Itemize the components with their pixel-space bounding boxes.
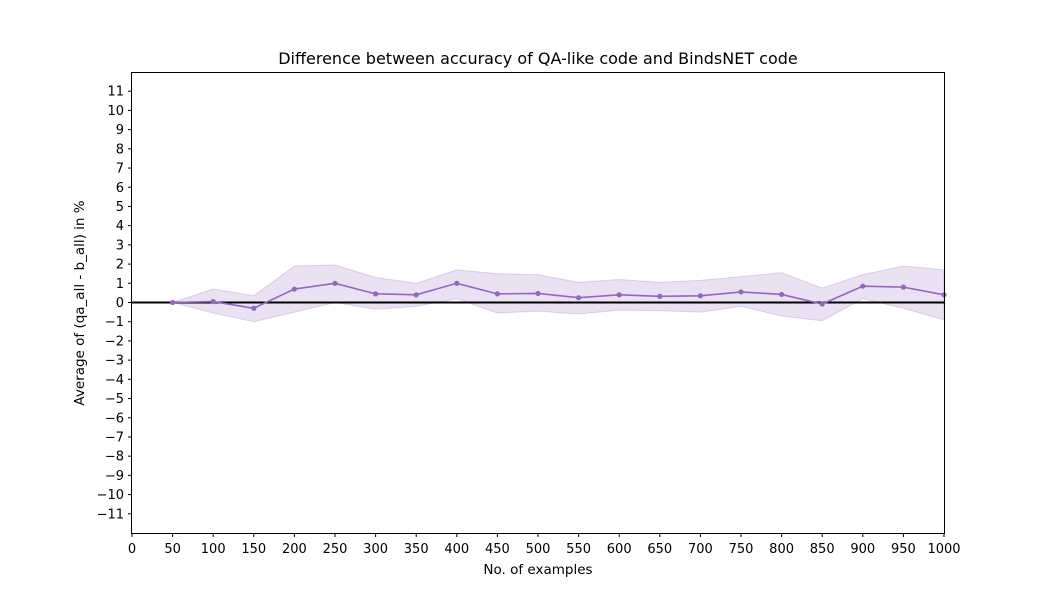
- y-tick-label: −1: [105, 315, 124, 330]
- y-tick-label: −8: [105, 450, 124, 465]
- x-tick-label: 300: [363, 542, 388, 557]
- error-band: [170, 264, 945, 323]
- data-point: [170, 299, 176, 306]
- y-tick-label: −7: [105, 430, 124, 445]
- y-tick-label: 11: [107, 85, 124, 100]
- y-tick-label: 10: [107, 104, 124, 119]
- series-line-layer: [170, 280, 947, 311]
- x-tick-label: 0: [128, 542, 136, 557]
- data-point: [413, 292, 419, 298]
- x-tick-label: 900: [850, 542, 875, 557]
- x-tick-label: 250: [323, 542, 348, 557]
- x-tick-label: 50: [164, 542, 181, 557]
- y-tick-label: −5: [105, 392, 124, 407]
- x-tick-label: 800: [769, 542, 794, 557]
- y-tick-label: 4: [116, 219, 124, 234]
- y-tick-label: −9: [105, 469, 124, 484]
- y-tick-label: 7: [116, 162, 124, 177]
- data-point: [535, 290, 541, 297]
- data-point: [291, 286, 297, 292]
- data-point: [576, 295, 582, 301]
- data-point: [900, 284, 907, 290]
- x-tick-label: 1000: [927, 542, 960, 557]
- x-tick-label: 100: [201, 542, 226, 557]
- data-point: [697, 293, 704, 299]
- chart-title: Difference between accuracy of QA-like c…: [278, 49, 798, 68]
- data-point: [860, 283, 866, 289]
- data-point: [210, 298, 216, 305]
- y-tick-label: 9: [116, 123, 124, 138]
- y-tick-label: 5: [116, 200, 124, 215]
- data-point: [657, 293, 663, 299]
- y-tick-label: 2: [116, 258, 124, 273]
- y-tick-label: 3: [116, 238, 124, 253]
- y-tick-label: −10: [97, 488, 124, 503]
- x-axis-label: No. of examples: [483, 562, 592, 578]
- plot-frame: [131, 72, 945, 534]
- data-point: [332, 280, 338, 286]
- data-point: [454, 280, 460, 286]
- data-point: [251, 305, 257, 311]
- x-tick-label: 500: [526, 542, 551, 557]
- y-tick-label: 1: [116, 277, 124, 292]
- x-tick-label: 700: [688, 542, 713, 557]
- x-tick-label: 150: [241, 542, 266, 557]
- y-tick-label: −11: [97, 507, 124, 522]
- data-point: [373, 291, 379, 297]
- x-tick-label: 750: [729, 542, 754, 557]
- series-line: [172, 282, 945, 310]
- error-band-layer: [170, 264, 945, 323]
- data-point: [494, 291, 500, 297]
- x-tick-label: 650: [647, 542, 672, 557]
- x-axis: 0 50 100 150 200 250 300 350 400 450 500 550 600 650 7…: [128, 533, 961, 557]
- y-tick-label: −6: [105, 411, 124, 426]
- y-tick-label: −4: [105, 373, 124, 388]
- y-tick-label: −2: [105, 334, 124, 349]
- y-tick-label: 0: [116, 296, 124, 311]
- data-point: [738, 289, 744, 295]
- x-tick-label: 400: [444, 542, 469, 557]
- x-tick-label: 600: [607, 542, 632, 557]
- data-point: [616, 292, 622, 298]
- y-axis-label: Average of (qa_all - b_all) in %: [72, 200, 88, 405]
- data-point: [819, 301, 825, 307]
- x-tick-label: 450: [485, 542, 510, 557]
- x-tick-label: 200: [282, 542, 307, 557]
- data-point: [779, 291, 785, 298]
- y-tick-label: 8: [116, 142, 124, 157]
- x-tick-label: 950: [891, 542, 916, 557]
- x-tick-label: 550: [566, 542, 591, 557]
- x-tick-label: 350: [404, 542, 429, 557]
- y-tick-label: −3: [105, 354, 124, 369]
- x-tick-label: 850: [810, 542, 835, 557]
- y-tick-label: 6: [116, 181, 124, 196]
